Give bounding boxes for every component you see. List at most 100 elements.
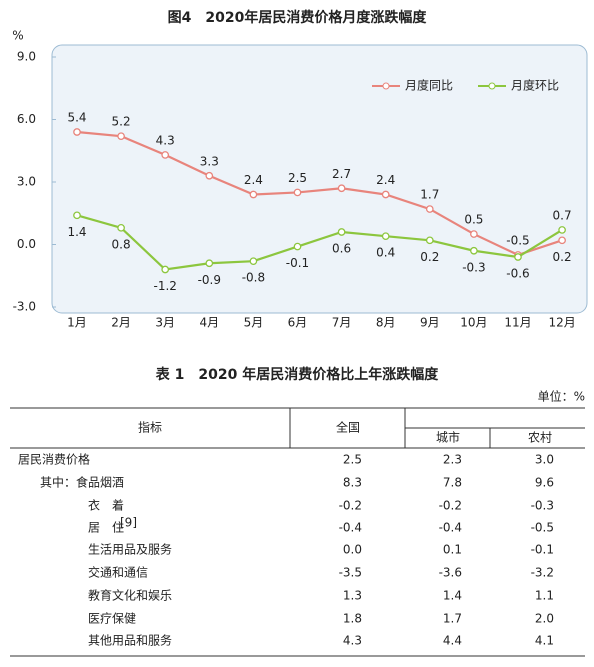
data-label: 2.5 xyxy=(288,171,307,185)
data-label: 0.2 xyxy=(553,250,572,264)
table-cell: -3.5 xyxy=(339,566,362,580)
table-cell: 1.7 xyxy=(443,612,462,626)
table-cell: -0.4 xyxy=(339,521,362,535)
table-cell: -0.3 xyxy=(531,499,554,513)
row-note: [9] xyxy=(120,516,137,530)
point xyxy=(470,230,478,238)
x-tick-label: 9月 xyxy=(420,316,440,330)
point xyxy=(337,228,346,236)
data-label: 1.7 xyxy=(420,188,439,202)
table-cell: 7.8 xyxy=(443,476,462,490)
series-line xyxy=(76,130,563,257)
point xyxy=(249,190,258,199)
x-tick-label: 11月 xyxy=(504,316,531,330)
data-label: 2.4 xyxy=(376,173,395,187)
legend-label: 月度环比 xyxy=(511,78,559,93)
point xyxy=(161,265,170,274)
table-cell: 1.8 xyxy=(343,612,362,626)
table-cell: 3.0 xyxy=(535,453,554,467)
row-label: 居 住 xyxy=(88,521,124,535)
x-tick-label: 3月 xyxy=(155,316,175,330)
x-tick-label: 1月 xyxy=(67,316,87,330)
row-label: 生活用品及服务 xyxy=(88,542,172,557)
data-label: 0.6 xyxy=(332,242,351,256)
table-cell: 2.3 xyxy=(443,453,462,467)
point xyxy=(205,171,214,180)
table-cell: 4.3 xyxy=(343,634,362,648)
table-cell: -3.2 xyxy=(531,566,554,580)
table-cell: 8.3 xyxy=(343,476,362,490)
point xyxy=(514,253,522,261)
point xyxy=(470,246,478,255)
row-label: 衣 着 xyxy=(88,498,124,513)
table-cell: 4.1 xyxy=(535,634,554,648)
data-label: -0.1 xyxy=(286,256,309,270)
point xyxy=(249,257,258,266)
point xyxy=(425,236,434,245)
data-label: -0.6 xyxy=(506,267,529,281)
point xyxy=(205,259,214,268)
y-tick-label: 9.0 xyxy=(17,50,36,64)
data-label: 2.4 xyxy=(244,173,263,187)
table-cell: 1.1 xyxy=(535,589,554,603)
table-cell: 1.4 xyxy=(443,589,462,603)
table-cell: 0.1 xyxy=(443,543,462,557)
x-tick-label: 4月 xyxy=(199,316,219,330)
point xyxy=(381,190,390,199)
point xyxy=(73,128,81,136)
data-label: 2.7 xyxy=(332,167,351,181)
point xyxy=(381,232,390,241)
table-cell: 2.5 xyxy=(343,453,362,467)
table-title: 表 1 2020 年居民消费价格比上年涨跌幅度 xyxy=(155,366,439,383)
row-label: 交通和通信 xyxy=(88,565,148,580)
data-label: 5.2 xyxy=(112,115,131,129)
data-label: 0.2 xyxy=(420,250,439,264)
point xyxy=(293,242,302,251)
table-cell: -0.2 xyxy=(339,499,362,513)
data-label: 5.4 xyxy=(67,111,86,125)
point xyxy=(73,211,81,220)
table-cell: -0.2 xyxy=(439,499,462,513)
data-label: -0.3 xyxy=(462,260,485,274)
x-tick-label: 5月 xyxy=(244,316,264,330)
point xyxy=(117,132,125,141)
table-header: 农村 xyxy=(528,431,552,445)
row-label: 其他用品和服务 xyxy=(88,633,172,648)
legend-marker xyxy=(488,82,496,90)
table-header: 全国 xyxy=(336,420,360,435)
x-tick-label: 6月 xyxy=(288,316,308,330)
point xyxy=(161,151,170,159)
data-label: 0.4 xyxy=(376,246,395,260)
table-header: 指标 xyxy=(138,420,162,435)
legend-marker xyxy=(382,82,390,90)
x-tick-label: 12月 xyxy=(548,316,575,330)
y-tick-label: 6.0 xyxy=(17,112,36,126)
data-label: 3.3 xyxy=(200,154,219,168)
point xyxy=(425,205,434,213)
data-label: 4.3 xyxy=(156,133,175,147)
table-cell: 0.0 xyxy=(343,543,362,557)
table-cell: -0.4 xyxy=(439,521,462,535)
table-cell: 2.0 xyxy=(535,612,554,626)
data-label: -1.2 xyxy=(153,279,176,293)
y-tick-label: 0.0 xyxy=(17,237,36,251)
table-cell: -3.6 xyxy=(439,566,462,580)
chart-title: 图4 2020年居民消费价格月度涨跌幅度 xyxy=(168,9,428,26)
table-cell: 4.4 xyxy=(443,634,462,648)
table-header: 城市 xyxy=(436,430,460,445)
table-cell: 9.6 xyxy=(535,476,554,490)
row-label: 教育文化和娱乐 xyxy=(88,588,172,603)
point xyxy=(337,184,346,193)
y-unit: % xyxy=(12,29,23,43)
data-label: 1.4 xyxy=(67,225,86,239)
x-tick-label: 7月 xyxy=(332,316,352,330)
legend-label: 月度同比 xyxy=(405,78,453,93)
data-label: 0.7 xyxy=(553,208,572,222)
point xyxy=(293,188,302,197)
row-label: 居民消费价格 xyxy=(18,452,90,467)
data-label: 0.8 xyxy=(112,237,131,251)
table-cell: -0.1 xyxy=(531,543,554,557)
table-unit: 单位：% xyxy=(538,389,585,404)
